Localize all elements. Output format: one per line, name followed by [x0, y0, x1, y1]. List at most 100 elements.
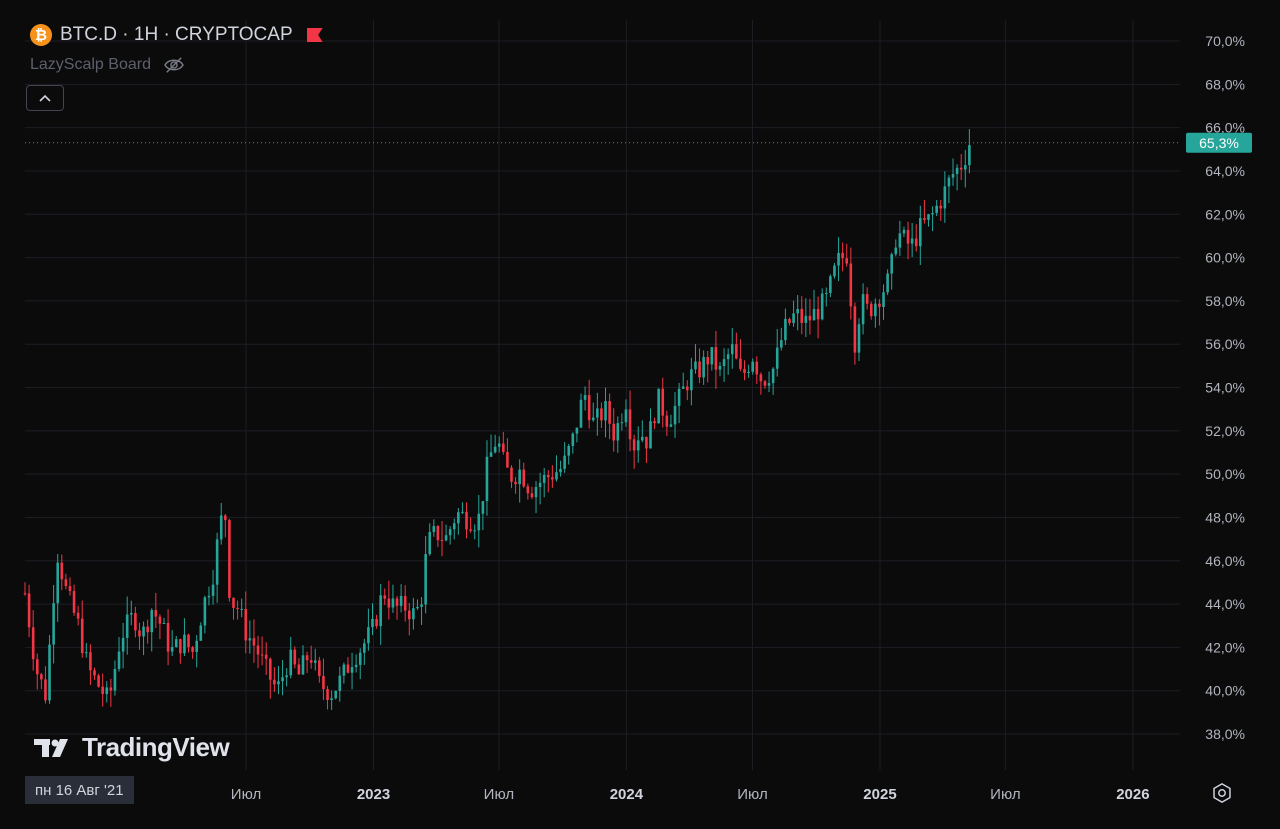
candle-body: [591, 417, 595, 421]
candle-body: [35, 659, 39, 675]
candle-body: [780, 340, 783, 348]
candle-body: [52, 603, 55, 645]
indicator-name[interactable]: LazyScalp Board: [30, 56, 151, 73]
candle-body: [318, 660, 321, 676]
candle-body: [845, 258, 849, 264]
price-axis[interactable]: 38,0% 40,0% 42,0% 44,0% 46,0% 48,0% 50,0% 52,0%…: [1205, 33, 1245, 742]
candle-body: [440, 540, 444, 542]
candle-body: [48, 644, 51, 701]
candle-body: [93, 670, 96, 676]
candle-body: [526, 486, 530, 494]
candle-body: [330, 698, 333, 701]
candle-body: [309, 660, 313, 663]
indicator-row[interactable]: LazyScalp Board: [30, 56, 185, 74]
candle-body: [281, 677, 284, 682]
y-tick-label: 70,0%: [1205, 33, 1245, 49]
symbol-header[interactable]: ₿ BTC.D · 1H · CRYPTOCAP: [30, 24, 323, 46]
x-tick-label: 2023: [357, 786, 390, 803]
candle-body: [313, 660, 317, 663]
candle-body: [963, 165, 967, 170]
candle-body: [677, 388, 681, 406]
candle-body: [416, 606, 419, 609]
candle-body: [563, 455, 566, 469]
candle-body: [955, 167, 959, 175]
time-axis[interactable]: Июл 2023 Июл 2024 Июл 2025 Июл 2026: [231, 786, 1150, 803]
y-tick-label: 66,0%: [1205, 120, 1245, 136]
candle-body: [64, 579, 68, 587]
candle-body: [853, 306, 857, 353]
candle-body: [195, 640, 199, 652]
candle-body: [89, 652, 92, 671]
flag-icon[interactable]: [306, 28, 323, 42]
eye-off-icon[interactable]: [163, 56, 185, 74]
x-tick-label: 2025: [863, 786, 896, 803]
candle-body: [215, 539, 219, 585]
y-tick-label: 60,0%: [1205, 250, 1245, 266]
candle-body: [522, 469, 526, 487]
candle-body: [604, 401, 607, 421]
candle-body: [878, 303, 881, 308]
candle-body: [354, 664, 358, 668]
candle-body: [224, 515, 227, 521]
candle-body: [665, 415, 669, 427]
gear-icon[interactable]: [1211, 782, 1233, 804]
candle-body: [681, 386, 685, 389]
y-tick-label: 42,0%: [1205, 639, 1245, 655]
candle-body: [837, 252, 840, 266]
candle-body: [624, 409, 628, 423]
candle-body: [620, 422, 624, 424]
candle-body: [943, 186, 947, 209]
candle-body: [138, 630, 141, 637]
collapse-legend-button[interactable]: [26, 85, 64, 111]
candle-body: [551, 477, 554, 480]
candle-body: [596, 408, 599, 418]
candle-body: [268, 658, 272, 680]
candle-body: [150, 609, 154, 633]
candle-body: [158, 616, 162, 624]
candle-body: [555, 472, 558, 480]
candle-body: [493, 446, 497, 453]
candle-body: [865, 294, 869, 304]
candle-body: [575, 427, 579, 434]
candle-body: [959, 167, 963, 170]
candle-body: [383, 595, 387, 599]
candle-body: [105, 687, 109, 694]
candle-body: [444, 535, 448, 541]
candle-body: [587, 395, 591, 421]
candle-body: [256, 645, 260, 655]
candle-body: [743, 368, 746, 373]
candle-body: [931, 212, 934, 215]
candle-body: [170, 646, 174, 652]
candle-body: [76, 612, 80, 619]
candle-body: [649, 421, 652, 449]
candle-body: [636, 440, 640, 451]
tradingview-logo[interactable]: TradingView: [34, 732, 230, 763]
candle-body: [236, 607, 239, 609]
candle-body: [326, 689, 329, 701]
candle-body: [211, 584, 215, 596]
candle-body: [448, 529, 452, 536]
grid-lines: [25, 20, 1180, 770]
candle-body: [816, 308, 820, 320]
candle-body: [232, 597, 235, 608]
candle-body: [301, 655, 305, 675]
candle-body: [23, 593, 27, 595]
candle-body: [375, 618, 378, 627]
bitcoin-icon: ₿: [30, 24, 52, 46]
candle-body: [363, 643, 366, 653]
candle-body: [134, 613, 137, 631]
y-tick-label: 38,0%: [1205, 726, 1245, 742]
candle-body: [72, 591, 76, 613]
candle-body: [784, 318, 787, 341]
candle-body: [277, 681, 280, 685]
candle-body: [297, 664, 301, 675]
symbol-title[interactable]: BTC.D · 1H · CRYPTOCAP: [60, 24, 293, 45]
candle-body: [56, 562, 60, 604]
candle-body: [947, 177, 951, 187]
candle-body: [710, 347, 714, 365]
candle-body: [808, 315, 812, 321]
candle-body: [322, 675, 325, 690]
candle-body: [673, 405, 677, 425]
candle-body: [367, 627, 370, 644]
